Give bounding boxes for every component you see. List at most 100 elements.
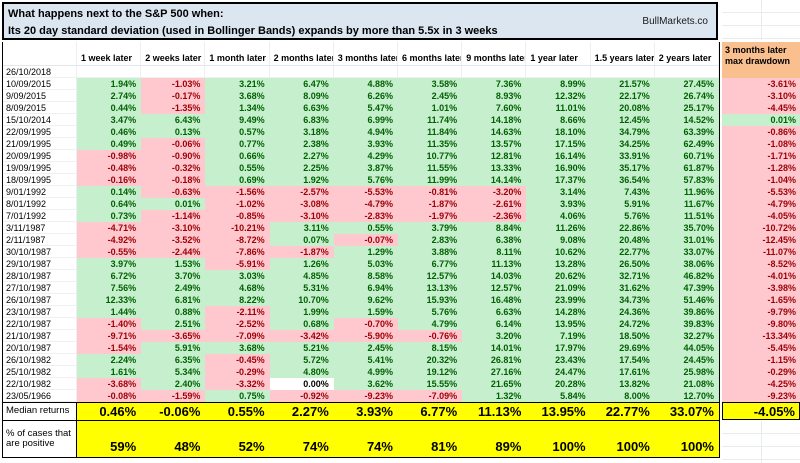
date-cell[interactable]: 2/11/1987 [3, 234, 77, 246]
table-cell[interactable]: 11.26% [526, 222, 591, 234]
date-cell[interactable]: 21/09/1995 [3, 138, 77, 150]
column-header[interactable]: 2 weeks later [141, 42, 206, 66]
table-cell[interactable]: 3.58% [397, 78, 463, 90]
table-cell[interactable]: 25.98% [654, 366, 719, 378]
table-cell[interactable]: 27.45% [654, 78, 719, 90]
table-cell[interactable]: 0.44% [77, 102, 142, 114]
table-cell[interactable]: 8.15% [397, 342, 463, 354]
table-cell[interactable] [526, 66, 591, 78]
table-cell[interactable]: 5.76% [590, 210, 655, 222]
max-drawdown-cell[interactable]: -11.07% [722, 246, 800, 258]
table-cell[interactable]: -0.70% [333, 318, 398, 330]
max-drawdown-cell[interactable]: -4.45% [722, 102, 800, 114]
max-drawdown-cell[interactable]: 0.01% [722, 114, 800, 126]
table-cell[interactable]: 60.71% [654, 150, 719, 162]
table-cell[interactable]: 5.03% [333, 258, 398, 270]
table-cell[interactable]: 5.41% [333, 354, 398, 366]
table-cell[interactable]: 21.09% [526, 282, 591, 294]
percent-positive-cell[interactable]: 100% [616, 439, 650, 454]
table-cell[interactable]: 17.37% [526, 174, 591, 186]
table-cell[interactable]: -0.76% [397, 330, 463, 342]
table-cell[interactable]: -3.10% [269, 210, 334, 222]
table-cell[interactable]: 2.49% [141, 282, 206, 294]
column-header[interactable]: 3 months later [333, 42, 398, 66]
table-cell[interactable]: -3.68% [77, 378, 142, 390]
table-cell[interactable]: -1.59% [141, 390, 206, 402]
table-cell[interactable]: 34.79% [590, 126, 655, 138]
table-cell[interactable]: 22.86% [590, 222, 655, 234]
table-cell[interactable]: 8.99% [526, 78, 591, 90]
table-cell[interactable]: -1.35% [141, 102, 206, 114]
table-cell[interactable]: 25.17% [654, 102, 719, 114]
table-cell[interactable]: 6.72% [77, 270, 142, 282]
table-cell[interactable]: 8.58% [333, 270, 398, 282]
table-cell[interactable]: 23.43% [526, 354, 591, 366]
table-cell[interactable]: 4.88% [333, 78, 398, 90]
date-cell[interactable]: 26/10/1987 [3, 294, 77, 306]
percent-positive-cell[interactable]: 74% [366, 439, 393, 454]
percent-positive-cell[interactable]: 100% [680, 439, 714, 454]
table-cell[interactable]: 20.62% [526, 270, 591, 282]
table-cell[interactable]: 11.99% [397, 174, 463, 186]
table-cell[interactable]: -0.08% [77, 390, 142, 402]
max-drawdown-cell[interactable]: -1.08% [722, 138, 800, 150]
table-cell[interactable]: -2.61% [462, 198, 527, 210]
max-drawdown-cell[interactable]: -5.45% [722, 342, 800, 354]
table-cell[interactable]: 13.82% [590, 378, 655, 390]
table-cell[interactable]: 33.07% [654, 246, 719, 258]
table-cell[interactable]: -3.65% [141, 330, 206, 342]
column-header[interactable]: 2 years later [654, 42, 719, 66]
table-cell[interactable]: 0.07% [269, 234, 334, 246]
table-cell[interactable]: 0.64% [77, 198, 142, 210]
table-cell[interactable]: 31.62% [590, 282, 655, 294]
table-cell[interactable]: 14.63% [462, 126, 527, 138]
table-cell[interactable]: 1.53% [141, 258, 206, 270]
table-cell[interactable]: -0.29% [205, 366, 270, 378]
table-cell[interactable]: 12.57% [397, 270, 463, 282]
table-cell[interactable]: 7.43% [590, 186, 655, 198]
table-cell[interactable]: 14.03% [462, 270, 527, 282]
table-cell[interactable]: 61.87% [654, 162, 719, 174]
table-cell[interactable]: 57.83% [654, 174, 719, 186]
max-drawdown-cell[interactable]: -3.10% [722, 90, 800, 102]
table-cell[interactable] [397, 66, 463, 78]
table-cell[interactable]: 21.08% [654, 378, 719, 390]
table-cell[interactable]: 17.54% [590, 354, 655, 366]
date-cell[interactable]: 27/10/1987 [3, 282, 77, 294]
table-cell[interactable]: 0.69% [205, 174, 270, 186]
median-value-cell[interactable]: 2.27% [291, 404, 329, 419]
date-cell[interactable]: 21/10/1987 [3, 330, 77, 342]
table-cell[interactable]: 3.79% [397, 222, 463, 234]
table-cell[interactable]: 5.34% [141, 366, 206, 378]
table-cell[interactable]: 0.49% [77, 138, 142, 150]
table-cell[interactable]: 4.94% [333, 126, 398, 138]
table-cell[interactable]: -4.92% [77, 234, 142, 246]
table-cell[interactable]: -8.72% [205, 234, 270, 246]
table-cell[interactable]: 1.01% [397, 102, 463, 114]
table-cell[interactable]: 9.62% [333, 294, 398, 306]
table-cell[interactable]: 0.68% [269, 318, 334, 330]
table-cell[interactable]: 11.67% [654, 198, 719, 210]
table-cell[interactable]: 17.15% [526, 138, 591, 150]
table-cell[interactable]: -5.90% [333, 330, 398, 342]
table-cell[interactable]: -1.14% [141, 210, 206, 222]
table-cell[interactable]: 5.31% [269, 282, 334, 294]
table-cell[interactable]: 2.51% [141, 318, 206, 330]
table-cell[interactable] [654, 66, 719, 78]
table-cell[interactable]: 26.50% [590, 258, 655, 270]
table-cell[interactable]: 0.00% [269, 378, 334, 390]
table-cell[interactable]: 17.61% [590, 366, 655, 378]
table-cell[interactable]: -0.45% [205, 354, 270, 366]
table-cell[interactable]: 1.26% [269, 258, 334, 270]
table-cell[interactable]: 10.70% [269, 294, 334, 306]
table-cell[interactable] [590, 66, 655, 78]
percent-positive-cell[interactable]: 100% [552, 439, 586, 454]
table-cell[interactable]: 5.21% [269, 342, 334, 354]
table-cell[interactable]: 47.39% [654, 282, 719, 294]
table-cell[interactable]: -0.17% [141, 90, 206, 102]
max-drawdown-cell[interactable]: -12.45% [722, 234, 800, 246]
table-cell[interactable]: -0.85% [205, 210, 270, 222]
date-cell[interactable]: 19/09/1995 [3, 162, 77, 174]
table-cell[interactable]: 1.61% [77, 366, 142, 378]
date-cell[interactable]: 26/10/1982 [3, 354, 77, 366]
